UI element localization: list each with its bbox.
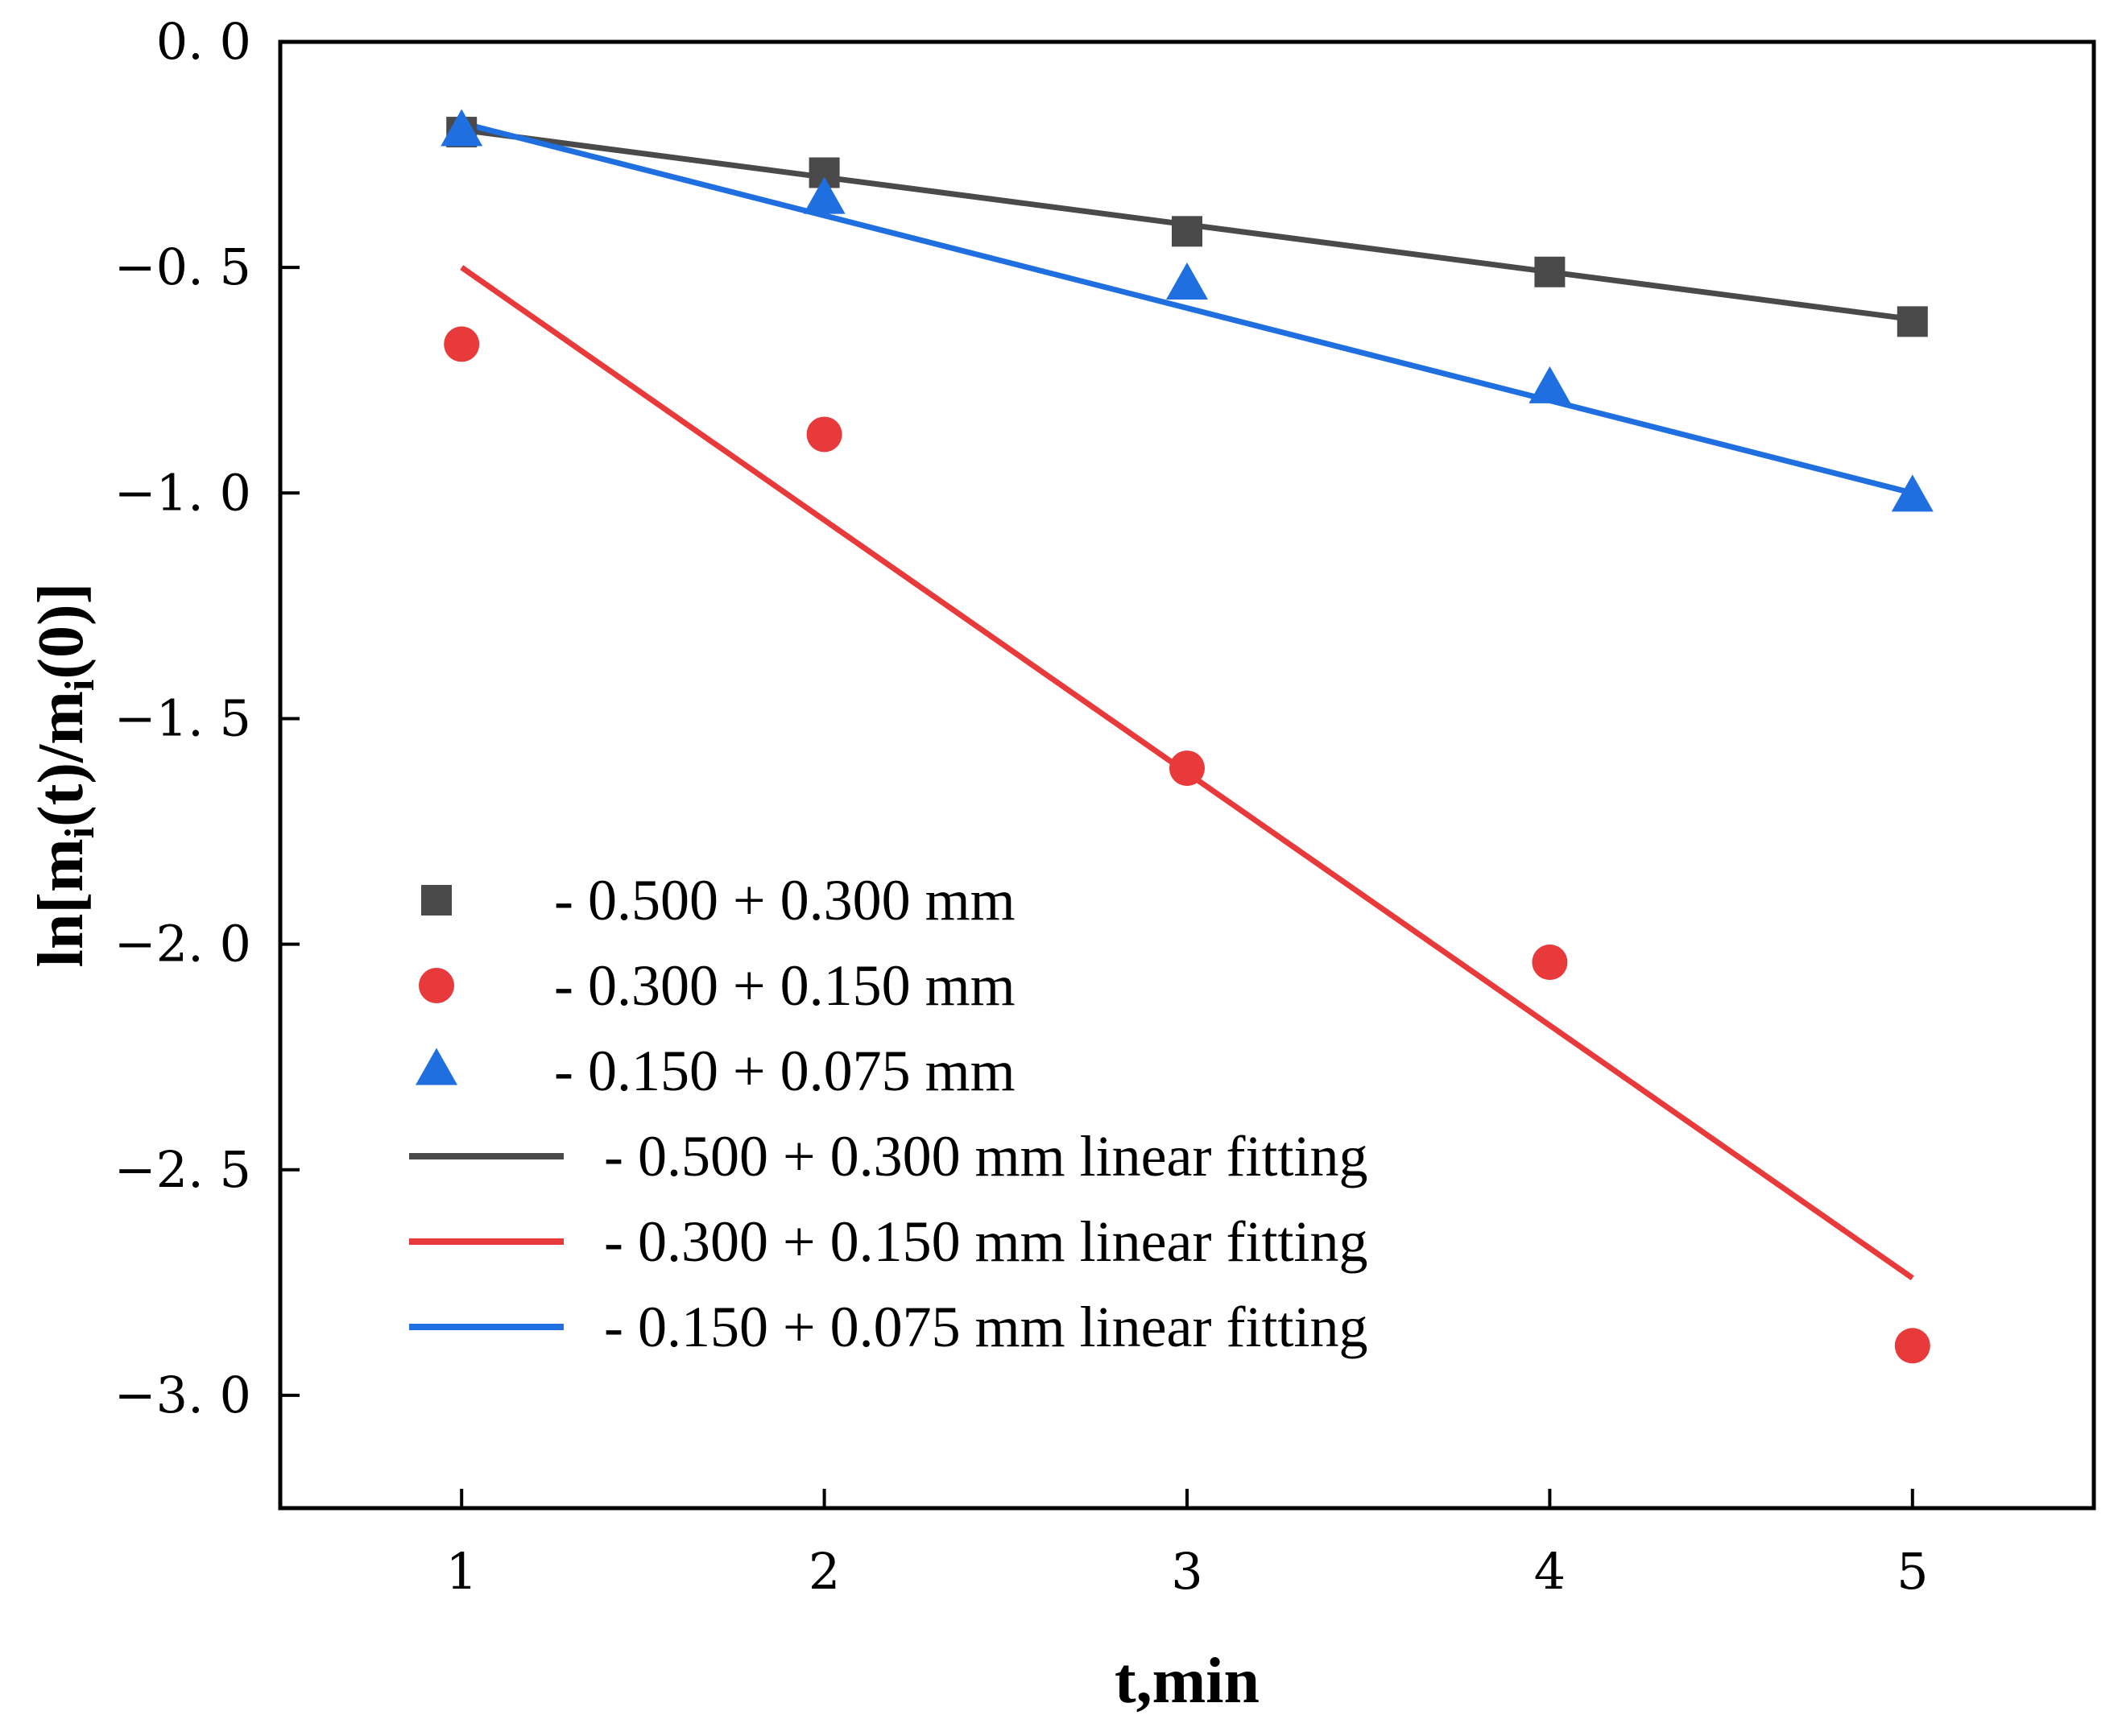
legend-item-2: - 0.300 + 0.150 mm xyxy=(419,953,1016,1018)
point-series-3-x-3 xyxy=(1166,262,1208,300)
x-tick-label-1: 1 xyxy=(445,1542,477,1601)
point-series-3-x-2 xyxy=(803,176,846,214)
plot-marks xyxy=(441,109,1934,1364)
y-tick-label-1-5: −1. 5 xyxy=(114,688,251,747)
y-tick-label-2: −2. 0 xyxy=(114,915,251,973)
y-axis-title-part: (0)] xyxy=(26,583,97,680)
y-axis-title-part: (t)/m xyxy=(26,691,97,827)
legend: - 0.500 + 0.300 mm - 0.300 + 0.150 mm - 0.… xyxy=(409,868,1367,1359)
legend-label-4: - 0.500 + 0.300 mm linear fitting xyxy=(604,1124,1367,1188)
x-tick-label-2: 2 xyxy=(809,1542,840,1601)
legend-item-4: - 0.500 + 0.300 mm linear fitting xyxy=(409,1124,1367,1188)
legend-item-1: - 0.500 + 0.300 mm xyxy=(421,868,1016,932)
legend-item-6: - 0.150 + 0.075 mm linear fitting xyxy=(409,1295,1367,1359)
x-tick-label-3: 3 xyxy=(1171,1542,1202,1601)
y-tick-label-3: −3. 0 xyxy=(114,1366,251,1424)
legend-label-1: - 0.500 + 0.300 mm xyxy=(554,868,1016,932)
point-series-3-x-1 xyxy=(441,109,483,147)
point-series-1-x-4 xyxy=(1534,256,1566,287)
x-tick-label-4: 4 xyxy=(1534,1542,1566,1601)
legend-item-3: - 0.150 + 0.075 mm xyxy=(416,1039,1016,1103)
axes: 1 2 3 4 5 0. 0 −0. 5 −1. 0 −1. 5 −2. 0 −2. 5 −3. 0 t… xyxy=(26,12,1929,1717)
point-series-3-x-5 xyxy=(1891,474,1934,512)
fit-line-0-150-0-075-mm-linear-fitting xyxy=(461,120,1913,496)
point-series-1-x-3 xyxy=(1172,216,1202,247)
y-tick-label-0: 0. 0 xyxy=(156,12,251,71)
x-tick-label-5: 5 xyxy=(1897,1542,1928,1601)
x-axis-title: t,min xyxy=(1115,1646,1260,1717)
y-tick-label-2-5: −2. 5 xyxy=(114,1140,251,1199)
y-axis-title-subscript: i xyxy=(57,680,103,691)
point-series-2-x-1 xyxy=(444,326,480,362)
y-axis-title-subscript: i xyxy=(57,827,103,838)
legend-marker-1 xyxy=(421,885,452,916)
y-axis-title-part: ln[m xyxy=(26,838,97,967)
point-series-1-x-5 xyxy=(1897,306,1928,337)
legend-label-5: - 0.300 + 0.150 mm linear fitting xyxy=(604,1209,1367,1274)
legend-label-2: - 0.300 + 0.150 mm xyxy=(554,953,1016,1018)
point-series-2-x-5 xyxy=(1894,1328,1930,1364)
legend-marker-3 xyxy=(416,1048,457,1085)
point-series-2-x-2 xyxy=(806,416,842,453)
legend-label-6: - 0.150 + 0.075 mm linear fitting xyxy=(604,1295,1367,1359)
y-axis-title: ln[mi(t)/mi(0)] xyxy=(26,583,103,968)
point-series-2-x-3 xyxy=(1169,750,1205,787)
point-series-2-x-4 xyxy=(1532,944,1568,981)
legend-item-5: - 0.300 + 0.150 mm linear fitting xyxy=(409,1209,1367,1274)
y-tick-label-1: −1. 0 xyxy=(114,463,251,522)
legend-marker-2 xyxy=(419,968,454,1003)
legend-label-3: - 0.150 + 0.075 mm xyxy=(554,1039,1016,1103)
y-tick-label-0-5: −0. 5 xyxy=(114,238,251,296)
point-series-3-x-4 xyxy=(1529,366,1571,403)
